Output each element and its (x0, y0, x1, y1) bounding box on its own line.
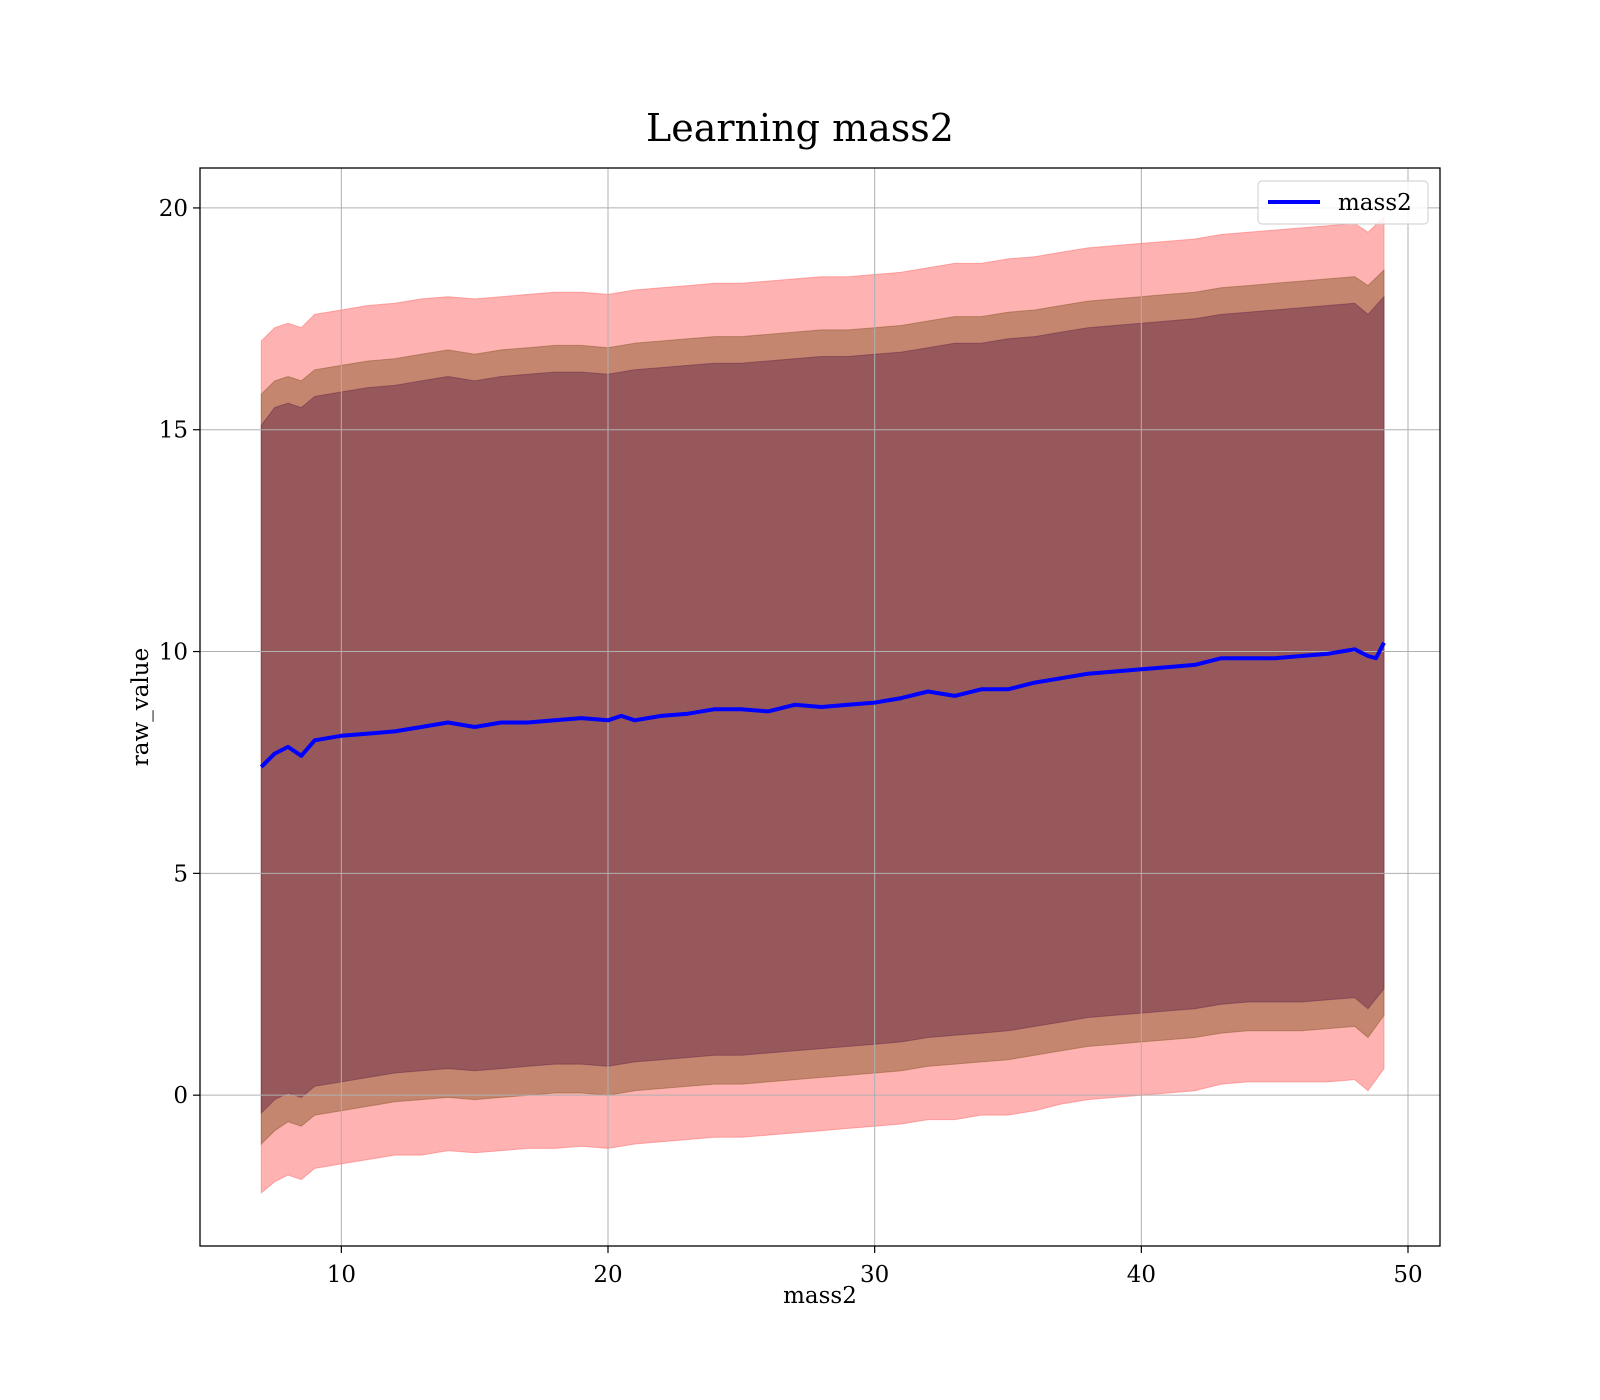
confidence-bands (260, 215, 1385, 1194)
x-tick-label-1: 20 (593, 1262, 622, 1288)
series-lines (259, 641, 1386, 769)
y-tick-label-2: 10 (159, 640, 188, 666)
legend-label: mass2 (1338, 190, 1412, 216)
x-tick-label-0: 10 (327, 1262, 356, 1288)
series-line-mass2 (259, 641, 1386, 769)
axis-ticks: 10 20 30 40 50 0 5 10 15 20 (159, 196, 1423, 1288)
legend-box (1257, 180, 1429, 225)
x-tick-label-4: 50 (1393, 1262, 1422, 1288)
y-tick-label-0: 0 (173, 1083, 188, 1109)
y-tick-label-3: 15 (159, 418, 188, 444)
y-tick-label-1: 5 (173, 861, 188, 887)
x-tick-label-2: 30 (860, 1262, 889, 1288)
x-tick-label-3: 40 (1127, 1262, 1156, 1288)
legend: mass2 (1257, 180, 1429, 225)
y-axis-label: raw_value (128, 648, 154, 766)
x-axis-label: mass2 (783, 1283, 857, 1309)
chart-title: Learning mass2 (646, 106, 954, 150)
plot-frame (199, 167, 1441, 1247)
grid (200, 168, 1440, 1246)
y-tick-label-4: 20 (159, 196, 188, 222)
band-3 (260, 295, 1385, 1115)
